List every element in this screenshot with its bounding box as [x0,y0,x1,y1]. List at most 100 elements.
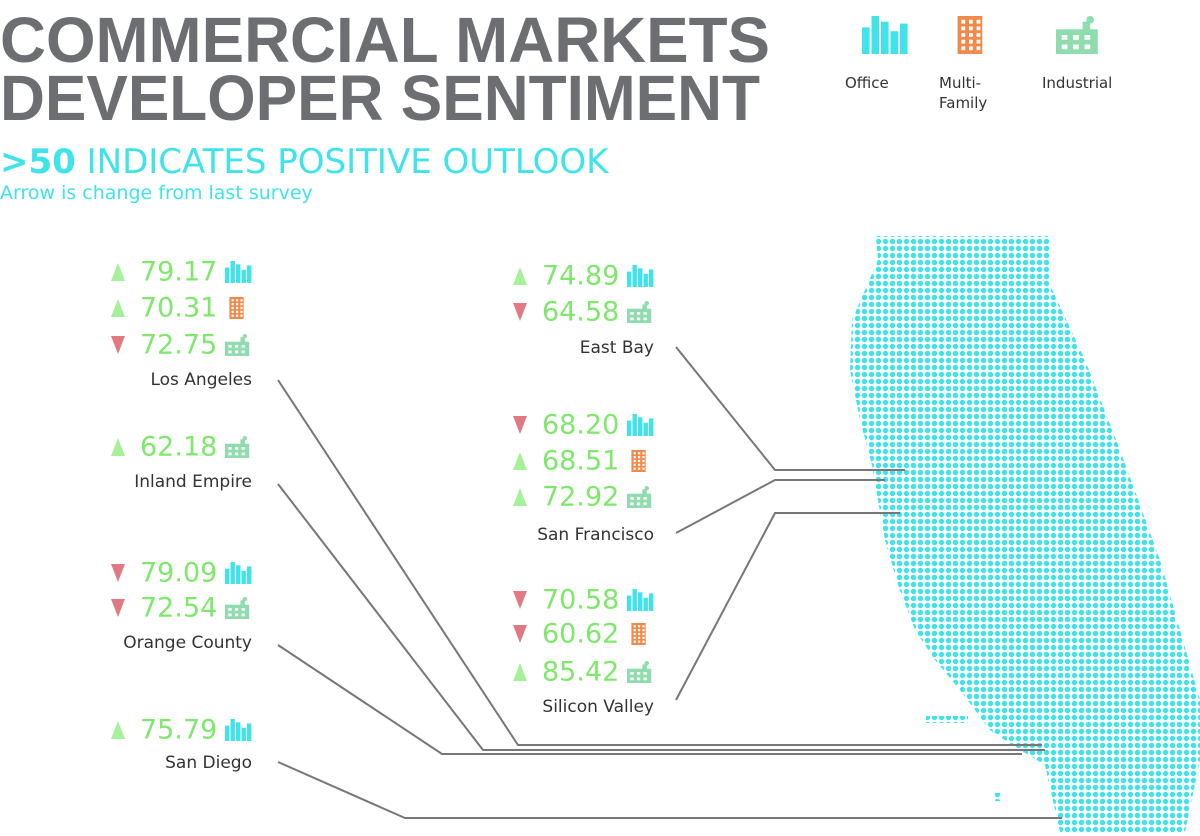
industrial-icon [627,301,652,323]
icon-part [228,350,232,354]
icon-part [633,456,636,459]
icon-part [230,261,235,283]
icon-part [228,613,232,617]
icon-part [231,303,234,306]
multifamily-icon [631,623,646,645]
icon-part [643,312,647,315]
arrow-up [111,721,125,739]
icon-part [643,422,648,436]
icon-part [632,414,637,436]
office-icon [627,589,654,611]
icon-part [636,672,641,675]
icon-part [636,317,641,321]
icon-part [236,264,241,283]
score: 70.58 [542,585,619,616]
region-name: Inland Empire [134,472,252,492]
subtitle-text: INDICATES POSITIVE OUTLOOK [87,142,611,182]
icon-part [649,269,654,287]
icon-part [642,664,647,670]
icon-part [644,661,649,666]
icon-part [225,604,250,619]
score: 75.79 [140,715,217,746]
arrow-up [111,438,125,456]
score: 72.75 [140,330,217,361]
region-name: Silicon Valley [542,697,654,717]
icon-part [976,26,981,31]
icon-part [228,447,232,450]
icon-part [976,33,981,37]
arrow-up [513,267,527,285]
icon-part [633,463,636,466]
legend-label: Industrial [1042,74,1112,92]
region-name: Orange County [123,633,252,653]
icon-part [642,636,645,639]
icon-part [1084,44,1091,50]
industrial-icon [627,486,652,508]
icon-part [632,265,637,287]
icon-part [636,677,641,681]
island [926,716,968,723]
icon-part [638,592,643,611]
icon-part [642,463,645,466]
icon-part [638,452,641,455]
icon-part [241,727,246,741]
icon-part [961,39,966,44]
icon-part [643,597,648,611]
connector [277,483,1045,751]
icon-part [234,452,239,456]
icon-part [630,677,634,681]
arrow-down [513,303,527,321]
title-line: DEVELOPER SENTIMENT [0,62,760,134]
icon-part [234,350,239,354]
icon-part [633,452,636,455]
score: 68.51 [542,446,619,477]
icon-part [642,452,645,455]
icon-part [638,459,641,463]
icon-part [236,310,239,313]
icon-part [241,452,245,456]
arrow-down [513,625,527,643]
icon-part [638,463,641,466]
icon-part [630,672,634,675]
icon-part [644,301,649,306]
icon-part [247,265,252,283]
score: 85.42 [542,657,619,688]
icon-part [1061,35,1068,40]
score: 62.18 [140,432,217,463]
icon-part [225,267,230,283]
icon-part [638,636,641,639]
icon-part [636,497,641,500]
legend-label: Multi- [939,74,981,92]
icon-part [627,308,652,323]
multifamily-icon [957,16,983,54]
icon-part [1086,16,1094,24]
industrial-icon [225,436,250,458]
icon-part [642,467,645,470]
icon-part [638,640,641,643]
icon-part [643,502,647,506]
icon-part [630,502,634,506]
office-icon [862,16,908,54]
icon-part [642,456,645,459]
icon-part [649,593,654,611]
icon-part [643,273,648,287]
icon-part [231,299,234,302]
region-name: San Francisco [537,525,654,545]
arrow-down [513,591,527,609]
icon-part [969,46,973,51]
icon-part [642,459,645,463]
arrow-up [513,488,527,506]
icon-part [642,640,645,643]
icon-part [241,345,245,348]
icon-part [638,625,641,628]
icon-part [247,566,252,584]
icon-part [228,608,232,611]
icon-part [228,452,232,456]
icon-part [627,668,652,683]
icon-part [649,418,654,436]
arrow-down [111,336,125,354]
icon-part [230,719,235,741]
icon-part [636,502,641,506]
score: 70.31 [140,293,217,324]
arrow-up [111,299,125,317]
